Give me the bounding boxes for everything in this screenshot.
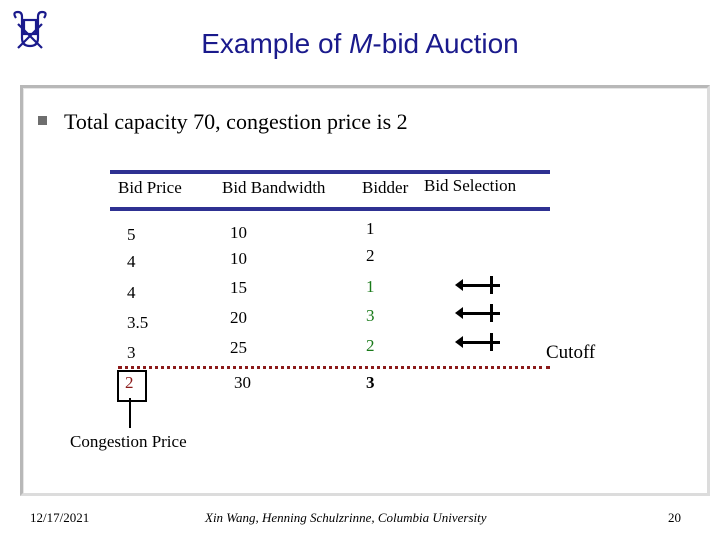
row-4-price: 3.5 [127,313,149,332]
congestion-price-label: Congestion Price [70,432,187,451]
row-3-price: 4 [127,283,136,302]
selection-bar-icon [490,304,493,322]
bullet-square-icon [38,116,47,125]
row-1-bandwidth: 10 [230,223,247,242]
row-2-price: 4 [127,252,136,271]
row-3-bidder: 1 [366,277,375,296]
row-1-price: 5 [127,225,136,244]
row-5-bidder: 2 [366,336,375,355]
selection-arrow-icon [455,307,500,319]
header-bidder: Bidder [362,178,409,197]
title-italic-m: M [349,28,373,59]
row-3-bandwidth: 15 [230,278,247,297]
university-crest-logo [13,10,47,49]
footer-date: 12/17/2021 [30,510,90,525]
row-2-bandwidth: 10 [230,249,247,268]
content-frame [20,85,710,496]
cutoff-label: Cutoff [546,342,596,363]
congestion-price-pointer [129,398,131,428]
row-6-bidder: 3 [366,373,375,392]
row-2-bidder: 2 [366,246,375,265]
row-1-bidder: 1 [366,219,375,238]
congestion-price-box [117,370,147,402]
row-4-bidder: 3 [366,306,375,325]
slide-title: Example of M-bid Auction [201,28,519,59]
row-6-bandwidth: 30 [234,373,251,392]
bullet-text: Total capacity 70, congestion price is 2 [64,109,408,134]
selection-bar-icon [490,276,493,294]
row-5-price: 3 [127,343,136,362]
cutoff-line [118,366,550,369]
footer-page-number: 20 [668,510,681,525]
selection-arrow-icon [455,336,500,348]
selection-bar-icon [490,333,493,351]
row-6-price: 2 [125,373,134,392]
table-header-rule [110,207,550,211]
header-bid-selection: Bid Selection [424,176,517,195]
selection-arrow-icon [455,279,500,291]
row-4-bandwidth: 20 [230,308,247,327]
row-5-bandwidth: 25 [230,338,247,357]
footer-authors: Xin Wang, Henning Schulzrinne, Columbia … [205,510,487,525]
header-bid-price: Bid Price [118,178,182,197]
table-top-rule [110,170,550,174]
header-bid-bandwidth: Bid Bandwidth [222,178,326,197]
